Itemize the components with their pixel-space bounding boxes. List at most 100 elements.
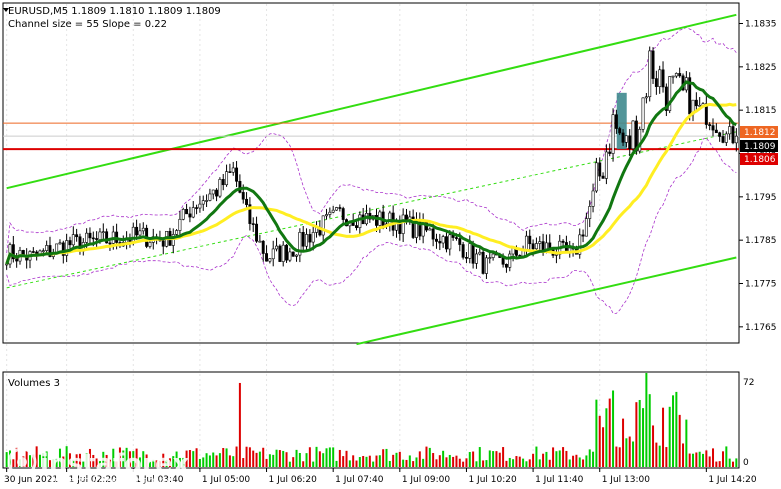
volume-bar	[682, 443, 685, 467]
volume-bar	[172, 456, 175, 467]
volume-bar	[702, 453, 705, 467]
candle-body	[444, 236, 448, 250]
volume-bar	[58, 448, 61, 467]
moving-averages	[5, 80, 737, 265]
volume-bar	[352, 455, 355, 467]
volume-bar	[132, 451, 135, 467]
volume-bar	[595, 399, 598, 467]
volume-bar	[285, 452, 288, 467]
volume-bar	[588, 449, 591, 467]
candle-body	[398, 222, 402, 234]
candle-body	[734, 135, 738, 144]
candle-body	[215, 189, 219, 197]
candle-body	[664, 86, 668, 111]
volume-bar	[388, 460, 391, 467]
time-tick-label: 1 Jul 14:20	[708, 475, 757, 485]
current-price-label: 1.1809	[744, 142, 776, 152]
volume-bar	[175, 451, 178, 467]
volume-bar	[12, 459, 15, 467]
symbol-header: EURUSD,M5 1.1809 1.1810 1.1809 1.1809	[8, 6, 221, 17]
candle-body	[524, 235, 528, 250]
support-price-label: 1.1806	[744, 155, 776, 165]
candle-body	[85, 232, 89, 243]
volume-bar	[472, 451, 475, 467]
current-price-tag: 1.1809	[740, 140, 778, 152]
volume-bar	[598, 415, 601, 467]
candle-body	[271, 248, 275, 260]
candle-body	[721, 136, 725, 143]
candle-body	[638, 128, 642, 152]
volume-bar	[332, 447, 335, 467]
volume-bar	[695, 452, 698, 467]
candle-body	[594, 162, 598, 192]
candle-body	[308, 234, 312, 243]
candle-body	[448, 234, 452, 250]
volume-bar	[305, 453, 308, 467]
volume-bar	[85, 453, 88, 467]
candle-body	[218, 179, 222, 197]
volume-bar	[435, 459, 438, 467]
volume-bar	[228, 455, 231, 467]
candle-body	[614, 114, 618, 129]
candle-body	[674, 73, 678, 77]
candle-body	[285, 244, 289, 261]
candle-body	[41, 250, 45, 252]
volume-bar	[105, 454, 108, 467]
candle-body	[591, 190, 595, 207]
candle-body	[251, 223, 255, 225]
candle-body	[678, 73, 682, 77]
candle-body	[201, 200, 205, 205]
logo-brand: instaforex	[40, 449, 190, 479]
volume-bar	[625, 438, 628, 467]
candle-body	[65, 240, 69, 256]
candle-body	[211, 189, 215, 195]
candle-body	[624, 135, 628, 143]
price-tick-label: 1.1815	[745, 106, 777, 116]
volume-bar	[112, 448, 115, 467]
candle-body	[161, 240, 165, 247]
volume-bar	[708, 456, 711, 467]
volume-bar	[662, 407, 665, 467]
volume-bar	[398, 451, 401, 467]
volume-bar	[432, 453, 435, 467]
candle-body	[714, 129, 718, 134]
volume-bar	[72, 459, 75, 467]
candle-body	[185, 209, 189, 215]
volume-bar	[95, 458, 98, 467]
channel-middle-line	[6, 131, 737, 289]
candle-body	[45, 245, 49, 251]
candle-body	[105, 231, 109, 244]
volume-bar	[308, 447, 311, 467]
volume-bar	[268, 454, 271, 467]
price-tick-label: 1.1785	[745, 236, 777, 246]
instaforex-logo: instaforex Instant Forex Trading	[7, 447, 190, 488]
volume-bar	[312, 461, 315, 467]
candle-body	[75, 234, 79, 238]
collapse-triangle-icon[interactable]	[3, 8, 9, 12]
candle-body	[578, 234, 582, 255]
time-tick-label: 1 Jul 13:00	[602, 475, 651, 485]
volume-bar	[262, 447, 265, 467]
candle-body	[728, 126, 732, 135]
volume-bar	[705, 450, 708, 467]
volume-bar	[212, 452, 215, 467]
volume-bar	[725, 446, 728, 467]
candle-body	[731, 126, 735, 144]
candle-body	[631, 120, 635, 150]
volume-bar	[75, 454, 78, 467]
volume-bar	[618, 447, 621, 467]
price-tick-label: 1.1765	[745, 323, 777, 333]
candle-body	[198, 203, 202, 209]
volume-bar	[365, 456, 368, 467]
volume-bar	[502, 447, 505, 467]
volume-bar	[375, 455, 378, 467]
volume-bar	[322, 453, 325, 467]
volume-bar	[152, 459, 155, 467]
candle-body	[464, 257, 468, 259]
time-tick-label: 1 Jul 06:20	[269, 475, 318, 485]
candle-body	[668, 76, 672, 111]
volume-bar	[542, 453, 545, 467]
volume-bar	[622, 418, 625, 467]
candle-body	[561, 240, 565, 243]
candle-body	[221, 179, 225, 186]
